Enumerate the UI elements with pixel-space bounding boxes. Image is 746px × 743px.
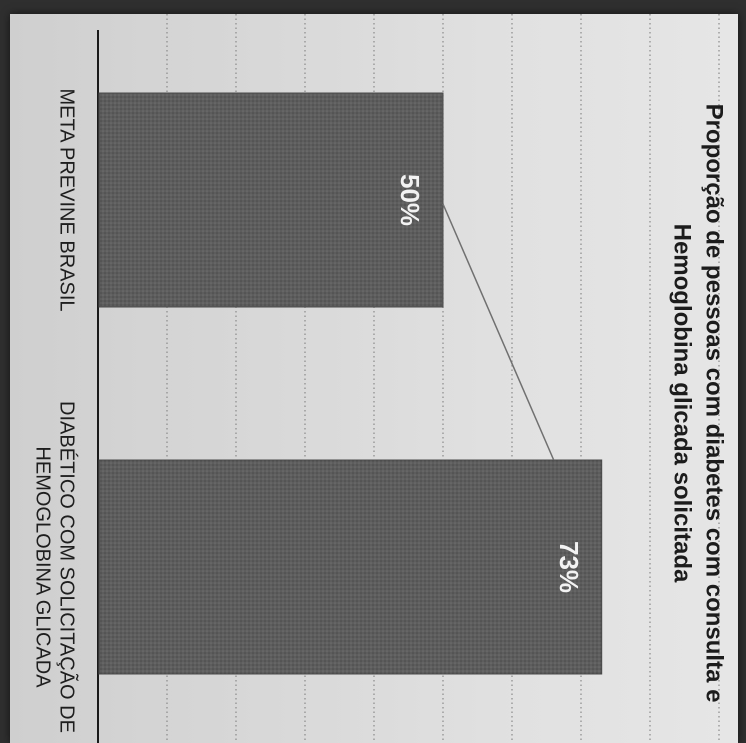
bar xyxy=(98,459,603,675)
chart-paper: 50% 73% META PREVINE BRASIL DIABÉTICO COM S… xyxy=(10,14,738,743)
data-label: 73% xyxy=(554,541,584,593)
chart-text: 50% 73% META PREVINE BRASIL DIABÉTICO COM S… xyxy=(32,88,728,732)
data-label: 50% xyxy=(395,174,425,226)
category-label: HEMOGLOBINA GLICADA xyxy=(32,446,54,688)
bar-chart: 50% 73% META PREVINE BRASIL DIABÉTICO COM S… xyxy=(32,14,728,743)
trend-connector xyxy=(442,203,555,461)
chart-title: Proporção de pessoas com diabetes com co… xyxy=(701,104,728,703)
chart-title: Hemoglobina glicada solicitada xyxy=(669,224,696,583)
bar xyxy=(98,92,444,308)
category-label: META PREVINE BRASIL xyxy=(56,88,78,311)
category-label: DIABÉTICO COM SOLICITAÇÃO DE xyxy=(56,401,80,733)
bars xyxy=(98,92,603,675)
